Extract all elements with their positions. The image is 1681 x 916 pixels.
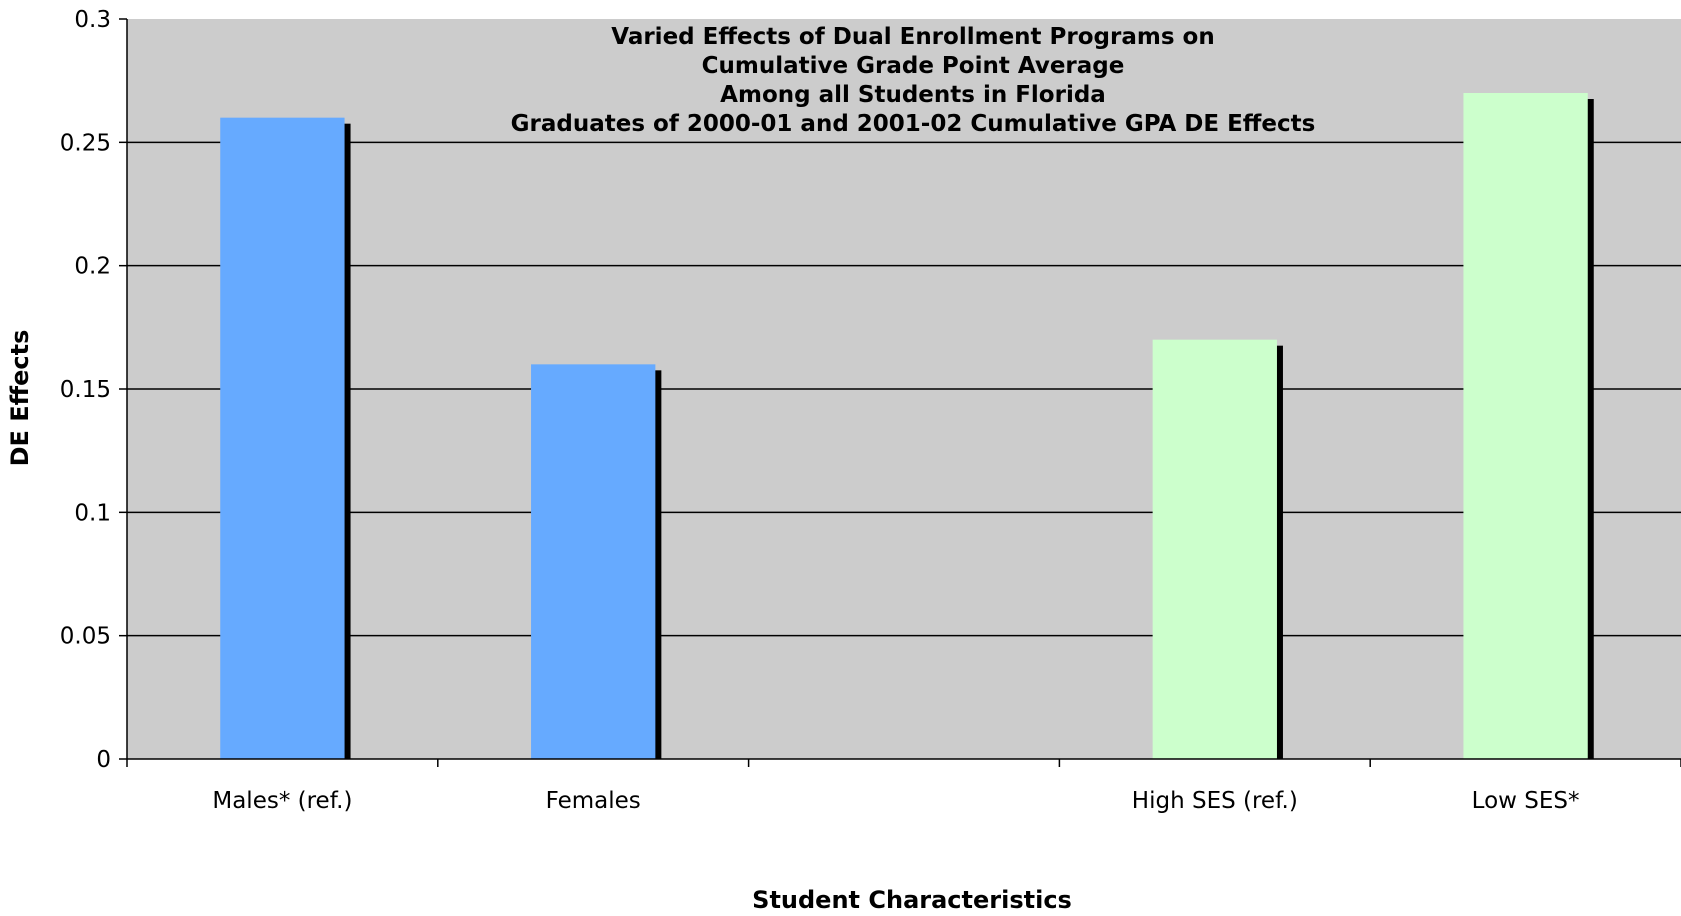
x-ticks: Males* (ref.) Females High SES (ref.) Low S… xyxy=(126,759,1681,814)
bars xyxy=(220,93,1594,759)
gridlines xyxy=(127,141,1681,637)
x-category-label: High SES (ref.) xyxy=(1132,788,1298,814)
y-tick-label: 0.15 xyxy=(60,377,111,403)
bar xyxy=(531,364,656,759)
y-tick-label: 0.3 xyxy=(74,7,111,33)
y-axis-title: DE Effects xyxy=(6,330,34,467)
chart-title: Varied Effects of Dual Enrollment Progra… xyxy=(511,24,1316,137)
chart-title-line-4: Graduates of 2000-01 and 2001-02 Cumulat… xyxy=(511,111,1316,137)
y-ticks: 0 0.05 0.1 0.15 0.2 0.25 0.3 xyxy=(60,7,127,773)
y-tick-label: 0.25 xyxy=(60,130,111,156)
x-category-label: Low SES* xyxy=(1472,788,1580,814)
y-tick-label: 0.05 xyxy=(60,624,111,650)
x-category-label: Males* (ref.) xyxy=(212,788,352,814)
bar xyxy=(220,117,345,759)
y-tick-label: 0 xyxy=(96,747,111,773)
chart-title-line-3: Among all Students in Florida xyxy=(720,82,1106,108)
x-category-label: Females xyxy=(546,788,641,814)
chart-title-line-2: Cumulative Grade Point Average xyxy=(702,53,1125,79)
chart-title-line-1: Varied Effects of Dual Enrollment Progra… xyxy=(611,24,1214,50)
y-tick-label: 0.2 xyxy=(74,254,111,280)
bar xyxy=(1152,339,1277,759)
x-axis-title: Student Characteristics xyxy=(752,886,1072,914)
y-tick-label: 0.1 xyxy=(74,500,111,526)
bar xyxy=(1463,93,1588,759)
